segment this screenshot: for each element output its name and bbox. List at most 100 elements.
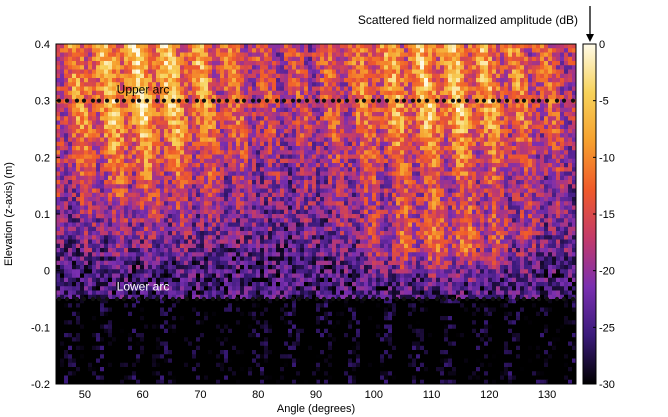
arc-dot — [354, 98, 360, 103]
x-tick-label: 80 — [252, 389, 264, 401]
arc-dot — [274, 98, 280, 103]
arc-dot — [530, 98, 536, 103]
arc-dot — [330, 98, 336, 103]
arc-dot — [250, 98, 256, 103]
arc-dot — [530, 296, 536, 302]
arc-dot — [321, 98, 327, 103]
y-tick-label: -0.2 — [31, 379, 50, 391]
arc-dot — [154, 296, 160, 302]
x-tick-label: 70 — [194, 389, 206, 401]
arc-dot — [384, 296, 390, 302]
arc-dot — [136, 98, 142, 103]
x-tick-label: 50 — [79, 389, 91, 401]
arc-dot — [241, 296, 247, 302]
colorbar-tick-label: -30 — [599, 379, 615, 391]
arc-dot — [336, 296, 342, 302]
arc-dot — [496, 296, 502, 302]
arc-dot — [161, 296, 167, 302]
arc-dot — [201, 98, 207, 103]
arc-dot — [521, 296, 527, 302]
arc-dot — [81, 296, 87, 302]
arc-dot — [176, 98, 182, 103]
arc-dot — [74, 98, 80, 103]
arc-dot — [81, 98, 87, 103]
colorbar-ticks: 0 -5 -10 -15 -20 -25 -30 — [593, 39, 615, 391]
arc-dot — [144, 296, 150, 302]
arc-dot — [441, 98, 447, 103]
arc-dot — [210, 296, 216, 302]
arc-dot — [474, 98, 480, 103]
arc-dot — [264, 296, 270, 302]
arc-dot — [234, 296, 240, 302]
arc-dot — [416, 98, 422, 103]
arc-dot — [504, 98, 510, 103]
x-axis-label: Angle (degrees) — [277, 403, 355, 415]
arc-dot — [170, 296, 176, 302]
arc-dot — [216, 296, 222, 302]
arc-dot — [256, 98, 262, 103]
arc-dot — [314, 98, 320, 103]
arc-dot — [184, 98, 190, 103]
arc-dot — [184, 296, 190, 302]
x-tick-label: 60 — [137, 389, 149, 401]
arc-dot — [496, 98, 502, 103]
arc-dot — [121, 98, 127, 103]
arc-dot — [434, 98, 440, 103]
arc-dot — [570, 296, 576, 302]
arc-dot — [330, 296, 336, 302]
arc-dot — [456, 98, 462, 103]
arc-dot — [544, 296, 550, 302]
arc-dot — [410, 98, 416, 103]
arc-dot — [56, 296, 62, 302]
arc-dot — [234, 98, 240, 103]
arc-dot — [464, 296, 470, 302]
arc-dot — [361, 98, 367, 103]
arc-dot — [104, 98, 110, 103]
arc-dot — [264, 98, 270, 103]
arc-dot — [434, 296, 440, 302]
arc-dot — [450, 296, 456, 302]
arc-dot — [401, 98, 407, 103]
y-tick-label: 0 — [44, 266, 50, 278]
arc-dot — [321, 296, 327, 302]
arc-dot — [170, 98, 176, 103]
arc-dot — [281, 98, 287, 103]
arc-dot — [314, 296, 320, 302]
x-tick-label: 90 — [310, 389, 322, 401]
y-axis-ticks: -0.2 -0.1 0 0.1 0.2 0.3 0.4 — [31, 39, 60, 391]
colorbar-tick-label: -20 — [599, 266, 615, 278]
arc-dot — [194, 98, 200, 103]
arc-dot — [136, 296, 142, 302]
arc-dot — [250, 296, 256, 302]
arc-dot-lines — [56, 98, 576, 302]
colorbar-tick-label: -5 — [599, 96, 609, 108]
lower-arc-line — [56, 296, 576, 302]
arc-dot — [401, 296, 407, 302]
arc-dot — [210, 98, 216, 103]
x-axis-ticks: 50 60 70 80 90 100 110 120 130 — [79, 380, 556, 401]
arc-dot — [241, 98, 247, 103]
arc-dot — [384, 98, 390, 103]
arc-dot — [490, 296, 496, 302]
colorbar-tick-label: -15 — [599, 209, 615, 221]
arc-dot — [74, 296, 80, 302]
arc-dot — [130, 98, 136, 103]
arc-dot — [304, 296, 310, 302]
arc-dot — [474, 296, 480, 302]
arc-dot — [536, 296, 542, 302]
arc-dot — [464, 98, 470, 103]
arc-dot — [256, 296, 262, 302]
arc-dot — [370, 98, 376, 103]
arc-dot — [201, 296, 207, 302]
arc-dot — [514, 98, 520, 103]
arc-dot — [370, 296, 376, 302]
arc-dot — [90, 98, 96, 103]
arc-dot — [424, 98, 430, 103]
arc-dot — [304, 98, 310, 103]
arc-dot — [554, 98, 560, 103]
y-tick-label: 0.2 — [35, 152, 50, 164]
arc-dot — [416, 296, 422, 302]
arc-dot — [290, 98, 296, 103]
arc-dot — [344, 296, 350, 302]
